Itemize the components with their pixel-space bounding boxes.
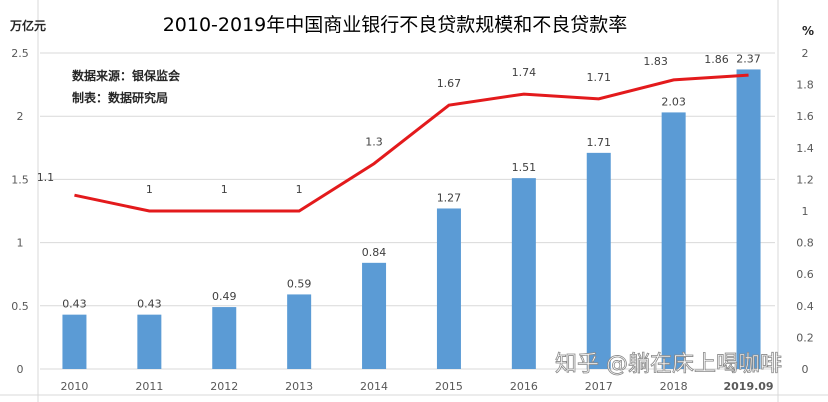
left-tick-label: 2.5 xyxy=(11,47,29,60)
bar-data-label: 1.27 xyxy=(437,191,462,204)
right-tick-label: 0.8 xyxy=(796,237,814,250)
bar xyxy=(287,294,312,369)
line-data-label: 1 xyxy=(221,183,228,196)
bar xyxy=(62,314,87,369)
x-tick-label: 2012 xyxy=(210,380,238,393)
chart-title: 2010-2019年中国商业银行不良贷款规模和不良贷款率 xyxy=(163,14,628,36)
left-tick-label: 0.5 xyxy=(11,300,29,313)
right-tick-label: 0 xyxy=(802,363,809,376)
right-tick-label: 1.6 xyxy=(796,110,814,123)
bar-data-label: 1.51 xyxy=(512,161,537,174)
bar xyxy=(436,208,461,369)
x-tick-label: 2013 xyxy=(285,380,313,393)
bar-data-label: 2.37 xyxy=(736,52,761,65)
x-tick-label: 2018 xyxy=(660,380,688,393)
bar-data-label: 0.49 xyxy=(212,290,237,303)
line-data-label: 1.3 xyxy=(365,136,383,149)
left-tick-label: 1 xyxy=(17,237,24,250)
line-data-label: 1.71 xyxy=(587,71,612,84)
x-tick-label: 2019.09 xyxy=(723,380,773,393)
right-tick-label: 0.2 xyxy=(796,331,814,344)
line-data-label: 1.74 xyxy=(512,66,537,79)
x-tick-label: 2010 xyxy=(60,380,88,393)
line-data-label: 1.1 xyxy=(37,171,55,184)
right-tick-label: 1.2 xyxy=(796,173,814,186)
left-tick-label: 1.5 xyxy=(11,173,29,186)
line-data-label: 1.67 xyxy=(437,77,462,90)
bar-data-label: 0.43 xyxy=(137,298,162,311)
x-tick-label: 2016 xyxy=(510,380,538,393)
right-tick-label: 0.6 xyxy=(796,268,814,281)
right-tick-label: 0.4 xyxy=(796,300,814,313)
bar xyxy=(661,112,686,370)
right-tick-label: 1 xyxy=(802,205,809,218)
bar-data-label: 0.84 xyxy=(362,246,387,259)
source-annotation: 数据来源：银保监会 xyxy=(72,68,181,83)
x-tick-label: 2017 xyxy=(585,380,613,393)
bar xyxy=(736,69,761,369)
right-tick-label: 1.8 xyxy=(796,79,814,92)
line-series xyxy=(74,73,749,213)
left-axis-unit: 万亿元 xyxy=(9,18,46,33)
x-tick-label: 2015 xyxy=(435,380,463,393)
line-data-label: 1.83 xyxy=(643,55,668,68)
right-tick-label: 1.4 xyxy=(796,142,814,155)
bar xyxy=(586,152,611,369)
bar-data-label: 1.71 xyxy=(587,136,612,149)
bar xyxy=(212,307,237,369)
watermark: 知乎 @躺在床上喝咖啡 xyxy=(555,352,782,377)
bar-data-label: 0.59 xyxy=(287,277,312,290)
x-tick-label: 2014 xyxy=(360,380,388,393)
bar xyxy=(511,178,536,369)
line-data-label: 1 xyxy=(296,183,303,196)
bar xyxy=(137,314,162,369)
right-axis-unit: % xyxy=(802,24,814,38)
x-tick-label: 2011 xyxy=(135,380,163,393)
source-annotation: 制表：数据研究局 xyxy=(72,90,168,105)
bar-data-label: 2.03 xyxy=(661,95,686,108)
line-data-label: 1 xyxy=(146,183,153,196)
line-data-label: 1.86 xyxy=(704,53,729,66)
left-tick-label: 0 xyxy=(17,363,24,376)
left-tick-label: 2 xyxy=(17,110,24,123)
bar xyxy=(362,262,387,369)
right-tick-label: 2 xyxy=(802,47,809,60)
bar-data-label: 0.43 xyxy=(62,298,87,311)
